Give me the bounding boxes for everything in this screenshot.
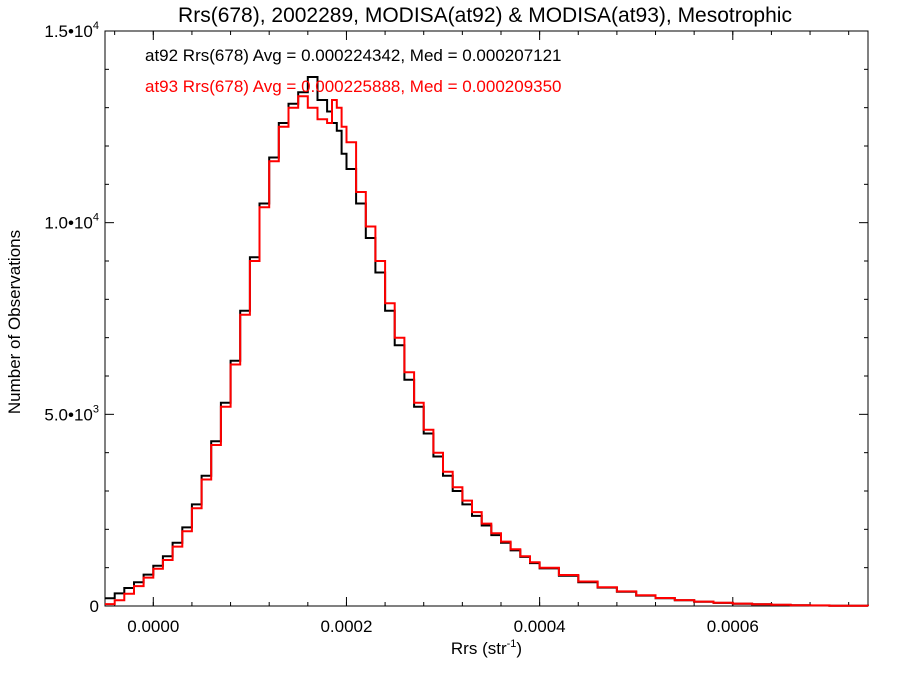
y-tick-label-base: 0: [90, 597, 99, 616]
x-axis-label: Rrs (str-1): [451, 638, 522, 658]
legend-annotation-at92: at92 Rrs(678) Avg = 0.000224342, Med = 0…: [145, 46, 562, 65]
series-group: [105, 76, 869, 607]
plot-frame: [104, 30, 869, 607]
x-axis-label-sup: -1: [507, 638, 517, 650]
y-tick-label-base: 1.5•10: [44, 22, 93, 41]
x-tick-label: 0.0004: [514, 617, 566, 636]
x-axis-label-close: ): [516, 639, 522, 658]
x-tick-label: 0.0006: [707, 617, 759, 636]
x-axis-label-base: Rrs (str: [451, 639, 507, 658]
y-tick-label-exponent: 4: [93, 20, 99, 32]
chart-title: Rrs(678), 2002289, MODISA(at92) & MODISA…: [178, 4, 792, 27]
x-axis-ticks: 0.0000 0.0002 0.0004 0.0006: [114, 31, 850, 636]
y-tick-label-base: 5.0•10: [44, 405, 93, 424]
y-axis-label: Number of Observations: [5, 230, 24, 414]
x-tick-label: 0.0002: [320, 617, 372, 636]
series-at92-line: [105, 76, 869, 607]
y-tick-label-exponent: 3: [93, 403, 99, 415]
y-tick-label: 1.5•104: [44, 20, 99, 41]
legend-annotation-at93: at93 Rrs(678) Avg = 0.000225888, Med = 0…: [145, 77, 562, 96]
y-tick-label-base: 1.0•10: [44, 214, 93, 233]
x-tick-label: 0.0000: [127, 617, 179, 636]
y-tick-label-exponent: 4: [93, 212, 99, 224]
y-tick-label: 5.0•103: [44, 403, 99, 424]
y-tick-label: 0: [90, 597, 99, 616]
series-at93-line: [105, 95, 869, 607]
y-tick-label: 1.0•104: [44, 212, 99, 233]
